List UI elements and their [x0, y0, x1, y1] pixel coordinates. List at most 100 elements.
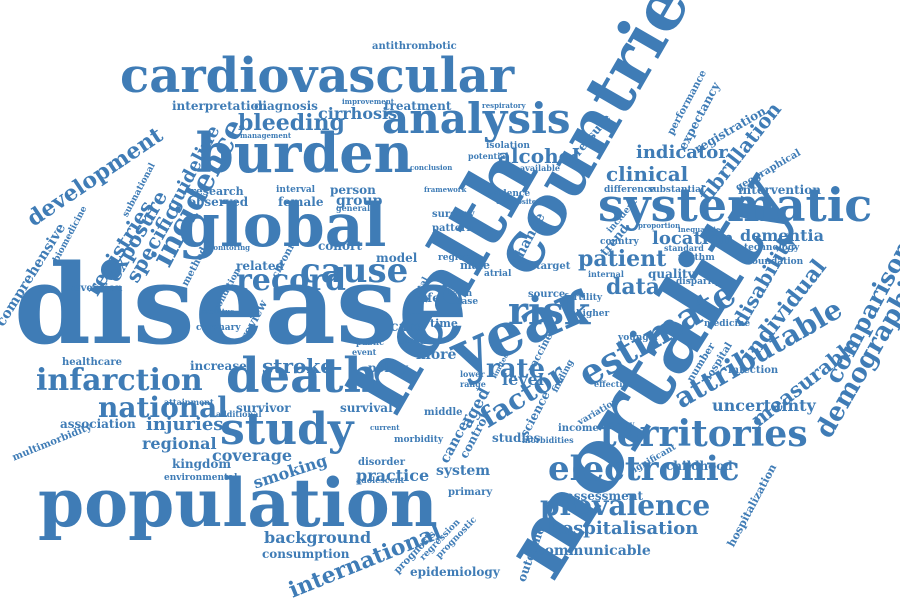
- word-prevention: prevention: [62, 283, 123, 294]
- word-practice: practice: [356, 466, 430, 485]
- word-alcohol: alcohol: [498, 144, 580, 168]
- word-time: time: [430, 317, 458, 330]
- word-injuries: injuries: [146, 414, 224, 435]
- word-person: person: [330, 183, 376, 197]
- word-lower: lower: [460, 369, 485, 379]
- word-antithrombotic: antithrombotic: [372, 41, 457, 52]
- word-global: global: [178, 191, 387, 261]
- word-environmental: environmental: [164, 473, 238, 483]
- word-treatment: treatment: [384, 99, 452, 113]
- word-surgery: surgery: [432, 209, 475, 220]
- word-stroke: stroke: [262, 354, 333, 378]
- word-uncertainty: uncertainty: [712, 396, 816, 415]
- word-respiratory: respiratory: [482, 101, 526, 110]
- word-technology: technology: [744, 243, 800, 253]
- word-kingdom: kingdom: [172, 457, 232, 471]
- word-location: location: [652, 228, 734, 249]
- word-target: target: [536, 261, 571, 272]
- word-electronic: electronic: [548, 449, 740, 489]
- word-general: general: [336, 203, 371, 213]
- word-primary: primary: [448, 487, 493, 498]
- word-increase: increase: [190, 359, 247, 373]
- word-disease: disease: [14, 240, 468, 369]
- word-difference: difference: [604, 185, 656, 195]
- word-cohort: cohort: [318, 239, 362, 253]
- word-research: research: [190, 185, 244, 198]
- word-bleeding: bleeding: [238, 110, 345, 136]
- word-cardiovascular: cardiovascular: [120, 48, 515, 104]
- word-policy: policy: [368, 361, 408, 375]
- word-studies: studies: [492, 431, 541, 445]
- word-morbidities: morbidities: [522, 435, 574, 445]
- word-potential: potential: [468, 151, 509, 161]
- word-national: national: [98, 391, 228, 424]
- word-isolation: isolation: [486, 141, 530, 151]
- word-intervention: intervention: [738, 183, 821, 197]
- word-observed: observed: [188, 195, 249, 209]
- word-adolescent: adolescent: [356, 475, 405, 485]
- word-monitoring: monitoring: [206, 243, 251, 252]
- word-death: death: [226, 348, 379, 404]
- word-case: case: [456, 297, 479, 307]
- word-internal: internal: [588, 269, 624, 279]
- word-middle: middle: [424, 407, 463, 418]
- word-disparity: disparity: [676, 277, 721, 287]
- word-related: related: [236, 259, 284, 273]
- word-effective: effective: [594, 379, 633, 389]
- word-fertility: fertility: [564, 293, 603, 303]
- word-patient: patient: [578, 246, 667, 272]
- word-consumption: consumption: [262, 547, 350, 561]
- word-rate: rate: [486, 354, 546, 384]
- word-therapy: therapy: [600, 419, 635, 429]
- word-system: system: [436, 463, 491, 479]
- word-diagnosis: diagnosis: [254, 99, 318, 113]
- word-care: care: [390, 319, 424, 335]
- word-coverage: coverage: [212, 446, 293, 465]
- word-survivor: survivor: [236, 401, 291, 415]
- word-childhood: childhood: [666, 459, 733, 473]
- word-clinical: clinical: [606, 162, 689, 186]
- word-systematic: systematic: [598, 178, 873, 232]
- word-indicator: indicator: [636, 142, 728, 163]
- word-interval: interval: [276, 185, 316, 195]
- word-foundation: foundation: [748, 257, 804, 267]
- word-model: model: [376, 251, 418, 265]
- word-group: group: [336, 193, 383, 209]
- word-dementia: dementia: [740, 226, 824, 245]
- word-country: country: [600, 237, 639, 247]
- word-region: region: [438, 253, 471, 263]
- word-healthcare: healthcare: [62, 357, 122, 368]
- word-range: range: [460, 379, 486, 389]
- word-coronary: coronary: [196, 323, 241, 333]
- word-regional: regional: [142, 434, 217, 453]
- word-management: management: [240, 131, 292, 140]
- word-standard: standard: [664, 243, 704, 253]
- word-level: level: [502, 370, 544, 389]
- word-public: public: [356, 337, 384, 347]
- word-assessment: assessment: [566, 489, 644, 503]
- word-available: available: [520, 163, 560, 173]
- word-male: male: [460, 259, 490, 272]
- word-rhythm: rhythm: [678, 253, 715, 263]
- word-risk: risk: [508, 288, 591, 333]
- word-study: study: [220, 404, 354, 455]
- word-analysis: analysis: [382, 94, 571, 143]
- word-quality: quality: [648, 267, 695, 281]
- word-hospitalisation: hospitalisation: [548, 518, 699, 539]
- word-cause: cause: [300, 251, 409, 291]
- word-life: life: [418, 291, 440, 305]
- word-cirrhosis: cirrhosis: [318, 104, 398, 123]
- word-epidemiology: epidemiology: [410, 565, 500, 579]
- word-inequalities: inequalities: [678, 225, 725, 234]
- word-more: more: [416, 347, 457, 363]
- word-framework: framework: [424, 185, 467, 194]
- word-event: event: [352, 347, 377, 357]
- word-current: current: [370, 423, 400, 432]
- word-blood: blood: [398, 337, 427, 347]
- word-mellitus: mellitus: [202, 307, 235, 316]
- word-pattern: pattern: [432, 223, 474, 234]
- word-higher: higher: [576, 309, 610, 319]
- word-attainment: attainment: [164, 397, 214, 407]
- word-interpretation: interpretation: [172, 99, 268, 113]
- word-substantial: substantial: [648, 185, 705, 195]
